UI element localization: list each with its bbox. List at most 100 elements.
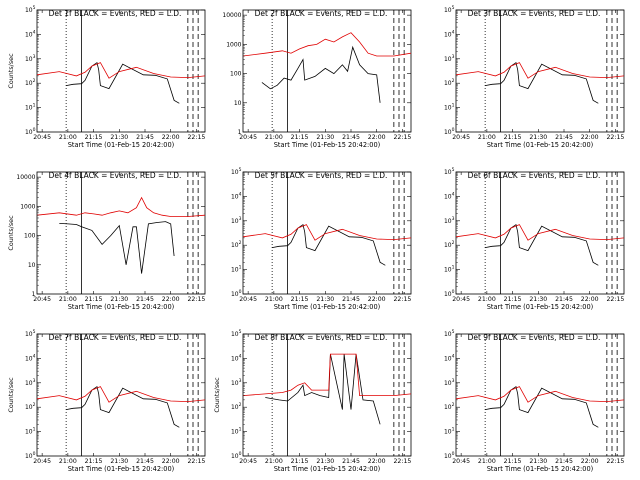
- y-tick-label: 104: [231, 191, 242, 200]
- plot-frame: [36, 9, 206, 133]
- x-tick-label: 21:30: [110, 296, 128, 303]
- x-tick-label: 21:45: [136, 458, 154, 465]
- y-tick-label: 100: [25, 127, 36, 136]
- x-tick-label: 22:00: [581, 458, 599, 465]
- panel-det-1: 20:45 21:00 21:15 21:30 21:45 22:00 22:15 100 10…: [7, 5, 205, 149]
- x-tick-label: 22:15: [607, 134, 625, 141]
- series-line-events: [66, 385, 180, 428]
- x-tick-label: 22:00: [368, 458, 386, 465]
- plot-frame: [242, 9, 412, 133]
- x-tick-label: 22:00: [368, 134, 386, 141]
- plot-area: [243, 172, 411, 294]
- x-axis-label: Start Time (01-Feb-15 20:42:00): [487, 465, 594, 473]
- y-tick-label: 103: [231, 378, 242, 387]
- plot-frame: [455, 333, 625, 457]
- y-tick-label: 105: [444, 5, 455, 14]
- x-tick-label: 21:15: [504, 134, 522, 141]
- series-line-ld: [456, 224, 624, 241]
- x-tick-label: 22:00: [581, 134, 599, 141]
- y-tick-label: 101: [231, 427, 242, 436]
- x-tick-label: 21:15: [85, 458, 103, 465]
- x-axis-label: Start Time (01-Feb-15 20:42:00): [68, 465, 175, 473]
- x-tick-label: 21:15: [291, 134, 309, 141]
- y-tick-label: 100: [230, 71, 242, 78]
- series-line-events: [485, 385, 599, 428]
- series-line-events: [265, 354, 381, 425]
- y-tick-label: 104: [444, 353, 455, 362]
- y-tick-label: 10: [28, 262, 36, 269]
- x-tick-label: 20:45: [33, 296, 51, 303]
- x-tick-label: 22:15: [394, 134, 412, 141]
- x-tick-label: 22:15: [607, 296, 625, 303]
- y-tick-label: 101: [25, 103, 36, 112]
- plot-frame: [242, 171, 412, 295]
- panel-det-3: 20:45 21:00 21:15 21:30 21:45 22:00 22:15 100 10…: [444, 5, 624, 149]
- y-tick-label: 103: [444, 54, 455, 63]
- panel-title: Det 6f BLACK = Events, RED = L.D.: [468, 171, 601, 180]
- y-tick-label: 103: [444, 216, 455, 225]
- x-tick-label: 21:15: [85, 134, 103, 141]
- y-tick-label: 1: [238, 129, 242, 136]
- x-tick-label: 22:15: [394, 458, 412, 465]
- y-tick-label: 100: [24, 233, 36, 240]
- y-tick-label: 1000: [20, 203, 35, 210]
- y-tick-label: 100: [25, 451, 36, 460]
- panel-det-4: 20:45 21:00 21:15 21:30 21:45 22:00 22:15 1 10 10…: [7, 171, 205, 311]
- x-tick-label: 21:15: [504, 296, 522, 303]
- y-tick-label: 103: [25, 54, 36, 63]
- y-tick-label: 101: [444, 103, 455, 112]
- x-tick-label: 21:00: [265, 134, 283, 141]
- x-tick-label: 20:45: [452, 134, 470, 141]
- plot-area: [243, 10, 411, 132]
- panel-title: Det 5f BLACK = Events, RED = L.D.: [255, 171, 388, 180]
- plot-frame: [36, 171, 206, 295]
- series-line-events: [485, 61, 599, 104]
- y-tick-label: 103: [231, 216, 242, 225]
- y-tick-label: 105: [444, 167, 455, 176]
- x-tick-label: 21:00: [265, 296, 283, 303]
- y-tick-label: 104: [444, 191, 455, 200]
- x-tick-label: 21:45: [555, 296, 573, 303]
- y-tick-label: 1: [32, 291, 36, 298]
- x-tick-label: 22:15: [394, 296, 412, 303]
- x-tick-label: 21:00: [478, 296, 496, 303]
- series-line-events: [261, 45, 381, 103]
- panel-det-2: 20:45 21:00 21:15 21:30 21:45 22:00 22:15 1 10 10…: [222, 9, 411, 149]
- panel-title: Det 8f BLACK = Events, RED = L.D.: [255, 333, 388, 342]
- x-tick-label: 21:45: [555, 134, 573, 141]
- y-tick-label: 100: [444, 451, 455, 460]
- y-tick-label: 105: [25, 5, 36, 14]
- y-tick-label: 100: [444, 127, 455, 136]
- x-tick-label: 21:30: [110, 458, 128, 465]
- x-tick-label: 21:00: [59, 296, 77, 303]
- x-axis-label: Start Time (01-Feb-15 20:42:00): [274, 303, 381, 311]
- plot-area: [37, 10, 205, 132]
- x-tick-label: 22:15: [188, 134, 206, 141]
- x-axis-label: Start Time (01-Feb-15 20:42:00): [274, 465, 381, 473]
- y-axis-label: Counts/sec: [7, 377, 15, 413]
- x-tick-label: 21:15: [291, 458, 309, 465]
- plot-area: [37, 172, 205, 294]
- y-tick-label: 101: [25, 427, 36, 436]
- panel-title: Det 3f BLACK = Events, RED = L.D.: [468, 9, 601, 18]
- y-tick-label: 10000: [222, 12, 241, 19]
- plot-frame: [242, 333, 412, 457]
- x-tick-label: 21:15: [85, 296, 103, 303]
- x-tick-label: 22:15: [607, 458, 625, 465]
- x-tick-label: 21:30: [529, 296, 547, 303]
- x-tick-label: 21:30: [316, 296, 334, 303]
- panel-det-8: 20:45 21:00 21:15 21:30 21:45 22:00 22:15 100 10…: [213, 329, 411, 473]
- series-line-events: [66, 61, 180, 104]
- y-tick-label: 102: [444, 78, 455, 87]
- y-tick-label: 100: [231, 289, 242, 298]
- x-tick-label: 21:00: [59, 458, 77, 465]
- plot-area: [243, 334, 411, 456]
- y-tick-label: 104: [25, 353, 36, 362]
- y-axis-label: Counts/sec: [213, 377, 221, 413]
- y-axis-label: Counts/sec: [7, 53, 15, 89]
- series-line-ld: [243, 353, 411, 397]
- x-axis-label: Start Time (01-Feb-15 20:42:00): [274, 141, 381, 149]
- x-tick-label: 22:00: [162, 134, 180, 141]
- y-tick-label: 104: [444, 29, 455, 38]
- y-tick-label: 103: [25, 378, 36, 387]
